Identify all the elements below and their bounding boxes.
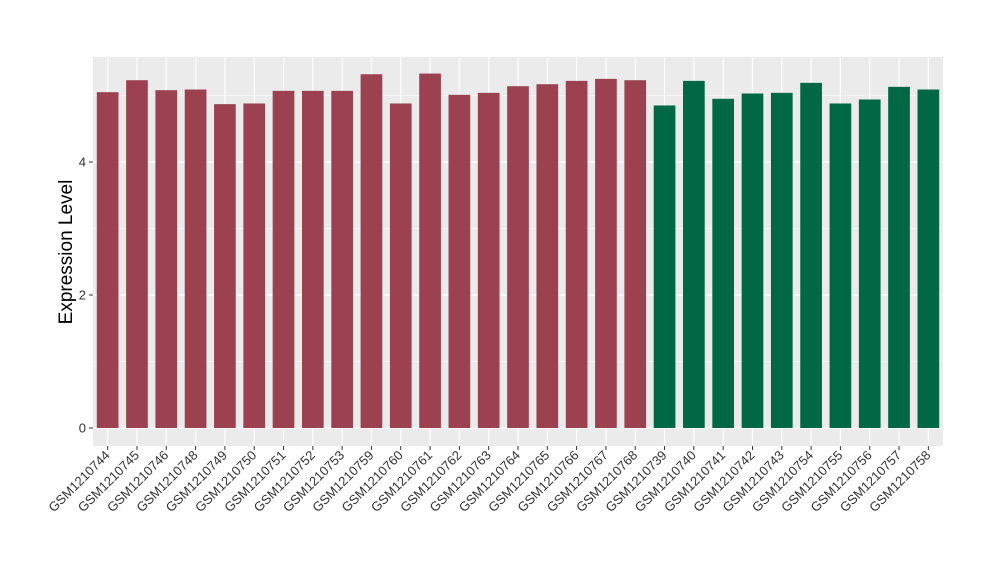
bar-GSM1210765 [536,84,559,428]
bar-GSM1210768 [624,80,647,428]
y-tick-label: 2 [79,288,86,303]
bar-GSM1210739 [653,105,676,428]
bar-GSM1210746 [155,90,178,429]
y-axis: 0 2 4 [79,155,93,436]
bar-GSM1210756 [858,99,881,429]
bar-GSM1210750 [243,103,266,428]
bar-GSM1210740 [683,80,705,429]
bar-GSM1210758 [917,89,940,428]
bar-GSM1210759 [360,74,383,428]
bars [96,73,940,429]
bar-GSM1210764 [507,86,529,428]
bar-GSM1210755 [829,103,852,428]
x-axis: GSM1210744GSM1210745GSM1210746GSM1210748… [45,446,933,515]
y-tick-label: 4 [79,155,86,170]
bar-GSM1210761 [419,73,441,429]
bar-GSM1210745 [126,80,148,428]
bar-GSM1210760 [389,103,412,428]
bar-GSM1210766 [565,80,588,429]
bar-GSM1210753 [331,90,353,428]
bar-GSM1210762 [448,94,471,429]
y-tick-label: 0 [79,421,86,436]
bar-GSM1210748 [184,89,207,428]
bar-GSM1210743 [770,92,793,428]
bar-GSM1210763 [477,92,500,428]
bar-GSM1210752 [301,90,324,428]
bar-GSM1210757 [888,86,910,428]
bar-GSM1210751 [272,90,295,428]
y-axis-title: Expression Level [56,180,77,325]
bar-GSM1210741 [712,98,735,428]
bar-GSM1210744 [96,92,119,429]
bar-GSM1210742 [741,93,764,428]
bar-GSM1210754 [800,82,822,429]
bar-GSM1210749 [214,104,236,429]
bar-GSM1210767 [595,78,617,428]
